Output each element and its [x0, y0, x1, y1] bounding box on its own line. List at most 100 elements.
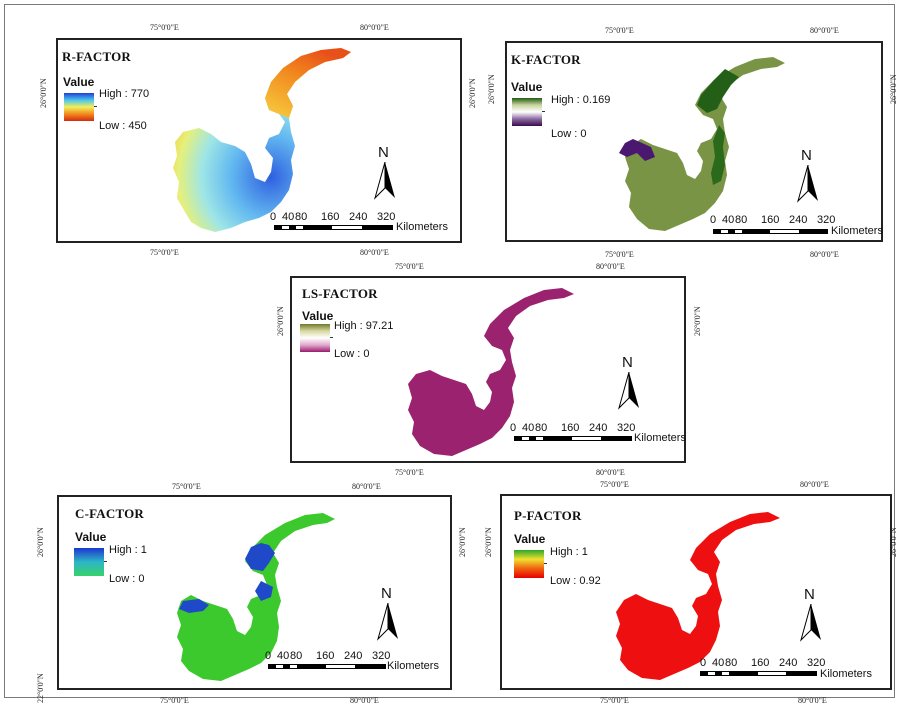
scale-tick-label: 320 [817, 214, 836, 226]
lon-label-75: 75°0'0"E [172, 482, 201, 491]
north-label: N [378, 144, 389, 161]
ramp-tick [542, 111, 545, 112]
legend-title: Value [63, 75, 95, 89]
legend-title: Value [75, 530, 107, 544]
map-title: LS-FACTOR [302, 286, 378, 301]
color-ramp [74, 548, 104, 576]
scale-tick-label: 160 [561, 422, 580, 434]
lat-label-26: 26°0'0"N [36, 527, 45, 557]
scale-tick-label: 0 [265, 650, 272, 662]
lon-label-80: 80°0'0"E [352, 482, 381, 491]
north-label: N [804, 586, 815, 603]
lon-label-80: 80°0'0"E [596, 468, 625, 477]
lon-label-75: 75°0'0"E [150, 23, 179, 32]
color-ramp [300, 324, 330, 352]
legend-low-label: Low : 0 [109, 573, 145, 585]
north-arrow-icon [797, 165, 818, 203]
map-title: C-FACTOR [75, 506, 145, 521]
lon-label-75: 75°0'0"E [605, 250, 634, 259]
scale-tick-label: 40 [722, 214, 735, 226]
lat-label-26: 26°0'0"N [458, 527, 467, 557]
lat-label-26: 26°0'0"N [276, 306, 285, 336]
north-label: N [381, 585, 392, 602]
scale-tick-label: 240 [349, 211, 368, 223]
lon-label-75: 75°0'0"E [150, 248, 179, 257]
scale-bar [274, 225, 393, 230]
scale-tick-label: 160 [321, 211, 340, 223]
lat-label-26: 26°0'0"N [487, 74, 496, 104]
color-ramp [514, 550, 544, 578]
north-arrow: N [795, 147, 821, 203]
legend-low-label: Low : 450 [99, 120, 147, 132]
region-shape [616, 512, 780, 680]
scale-tick-label: 320 [377, 211, 396, 223]
scale-bar [713, 229, 828, 234]
figure-frame [4, 4, 895, 698]
color-ramp [64, 93, 94, 121]
north-arrow-icon [618, 372, 639, 410]
lat-label-26: 26°0'0"N [889, 74, 898, 104]
north-arrow-icon [800, 604, 821, 642]
lon-label-80: 80°0'0"E [798, 696, 827, 705]
lat-label-26: 26°0'0"N [693, 306, 702, 336]
scale-tick-label: 40 [277, 650, 290, 662]
north-arrow-icon [374, 162, 395, 200]
lon-label-80: 80°0'0"E [810, 250, 839, 259]
scale-tick-label: 240 [589, 422, 608, 434]
scale-tick-label: 40 [282, 211, 295, 223]
legend-high-label: High : 1 [109, 544, 147, 556]
map-frame: C-FACTOR Value High : 1 Low : 0 N 0 40 8… [57, 495, 452, 690]
lon-label-75: 75°0'0"E [395, 468, 424, 477]
scale-tick-label: 320 [807, 657, 826, 669]
map-frame: LS-FACTOR Value High : 97.21 Low : 0 N 0… [290, 276, 686, 463]
map-frame: P-FACTOR Value High : 1 Low : 0.92 N 0 4… [500, 494, 892, 690]
north-arrow-icon [377, 603, 398, 641]
lat-label-26: 26°0'0"N [39, 78, 48, 108]
legend-low-label: Low : 0 [551, 128, 587, 140]
north-arrow: N [616, 354, 642, 410]
scale-tick-label: 0 [700, 657, 707, 669]
lon-label-80: 80°0'0"E [350, 696, 379, 705]
north-label: N [801, 147, 812, 164]
lon-label-80: 80°0'0"E [360, 248, 389, 257]
scale-unit: Kilometers [820, 668, 872, 680]
scale-tick-label: 40 [712, 657, 725, 669]
scale-tick-label: 0 [510, 422, 517, 434]
lon-label-75: 75°0'0"E [605, 26, 634, 35]
scale-tick-label: 80 [535, 422, 548, 434]
legend-low-label: Low : 0 [334, 348, 370, 360]
legend-title: Value [511, 80, 543, 94]
map-frame: K-FACTOR Value High : 0.169 Low : 0 N 0 … [505, 41, 883, 242]
ramp-tick [544, 563, 547, 564]
scale-unit: Kilometers [831, 225, 883, 237]
map-title: K-FACTOR [511, 52, 581, 67]
map-title: R-FACTOR [62, 49, 132, 64]
scale-tick-label: 80 [295, 211, 308, 223]
scale-tick-label: 80 [735, 214, 748, 226]
scale-unit: Kilometers [396, 221, 448, 233]
legend-title: Value [302, 309, 334, 323]
lon-label-75: 75°0'0"E [160, 696, 189, 705]
region-shape [173, 48, 351, 232]
lat-label-22: 22°0'0"N [36, 673, 45, 703]
lon-label-80: 80°0'0"E [360, 23, 389, 32]
region-shape [408, 288, 574, 456]
north-arrow: N [372, 144, 398, 200]
scale-tick-label: 320 [372, 650, 391, 662]
scale-tick-label: 80 [725, 657, 738, 669]
scale-bar [514, 436, 632, 441]
legend-high-label: High : 0.169 [551, 94, 611, 106]
scale-tick-label: 0 [270, 211, 277, 223]
scale-tick-label: 240 [779, 657, 798, 669]
scale-unit: Kilometers [634, 432, 686, 444]
scale-tick-label: 240 [789, 214, 808, 226]
legend-high-label: High : 1 [550, 546, 588, 558]
legend-high-label: High : 770 [99, 88, 150, 100]
lon-label-80: 80°0'0"E [596, 262, 625, 271]
lon-label-80: 80°0'0"E [810, 26, 839, 35]
ramp-tick [104, 561, 107, 562]
ramp-tick [330, 337, 333, 338]
scale-bar [268, 664, 386, 669]
scale-tick-label: 160 [751, 657, 770, 669]
north-arrow: N [798, 586, 824, 642]
